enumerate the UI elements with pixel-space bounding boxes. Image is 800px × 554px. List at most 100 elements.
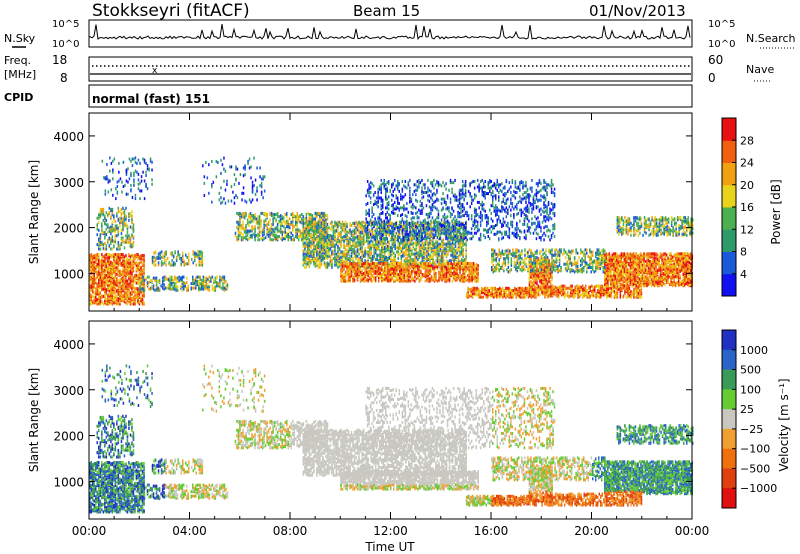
scatter-cell	[430, 239, 433, 243]
scatter-cell	[164, 275, 167, 279]
scatter-cell	[397, 262, 399, 265]
scatter-cell	[332, 252, 335, 256]
scatter-cell	[251, 227, 253, 231]
scatter-cell	[122, 267, 124, 271]
scatter-cell	[108, 253, 111, 256]
scatter-cell	[397, 273, 399, 276]
scatter-cell	[204, 279, 206, 283]
scatter-cell	[406, 253, 409, 257]
scatter-cell	[362, 271, 365, 275]
scatter-cell	[120, 207, 123, 211]
scatter-cell	[397, 276, 399, 280]
scatter-cell	[420, 243, 422, 247]
scatter-cell	[388, 246, 390, 249]
scatter-cell	[166, 277, 168, 281]
scatter-cell	[165, 259, 167, 263]
scatter-cell	[119, 278, 121, 282]
scatter-cell	[353, 244, 356, 248]
scatter-cell	[424, 257, 427, 260]
scatter-cell	[388, 251, 390, 255]
scatter-cell	[295, 217, 297, 221]
scatter-cell	[399, 269, 401, 273]
scatter-cell	[314, 225, 317, 229]
scatter-cell	[344, 278, 347, 282]
scatter-cell	[132, 295, 135, 299]
scatter-cell	[390, 253, 392, 257]
noise-line	[88, 24, 691, 40]
scatter-cell	[170, 281, 173, 285]
scatter-cell	[98, 247, 100, 251]
scatter-cell	[346, 243, 348, 247]
scatter-cell	[453, 259, 455, 263]
scatter-cell	[388, 263, 390, 267]
scatter-cell	[322, 220, 324, 224]
scatter-cell	[110, 284, 112, 288]
scatter-cell	[390, 255, 392, 259]
scatter-cell	[352, 275, 354, 279]
scatter-cell	[400, 228, 403, 232]
scatter-cell	[370, 220, 372, 224]
scatter-cell	[448, 221, 451, 225]
scatter-cell	[98, 213, 100, 217]
scatter-cell	[111, 275, 114, 278]
scatter-cell	[281, 235, 283, 238]
scatter-cell	[261, 238, 264, 242]
scatter-cell	[248, 213, 250, 216]
scatter-cell	[382, 220, 384, 224]
scatter-cell	[267, 233, 270, 237]
scatter-cell	[319, 263, 321, 267]
scatter-cell	[466, 278, 469, 282]
scatter-cell	[135, 291, 138, 295]
scatter-cell	[352, 248, 354, 252]
scatter-cell	[362, 277, 365, 281]
scatter-cell	[358, 248, 360, 252]
scatter-cell	[371, 242, 374, 246]
scatter-cell	[148, 287, 150, 291]
scatter-cell	[371, 254, 374, 258]
scatter-cell	[113, 261, 115, 265]
scatter-cell	[284, 235, 286, 238]
scatter-cell	[264, 224, 267, 227]
scatter-cell	[93, 272, 95, 276]
scatter-cell	[343, 273, 345, 276]
scatter-cell	[186, 286, 188, 290]
scatter-cell	[314, 237, 317, 241]
scatter-cell	[286, 233, 288, 237]
scatter-cell	[263, 226, 265, 230]
scatter-cell	[343, 264, 345, 268]
scatter-cell	[101, 243, 103, 247]
scatter-cell	[361, 248, 363, 252]
scatter-cell	[252, 227, 255, 231]
scatter-cell	[356, 262, 359, 265]
scatter-cell	[222, 287, 224, 291]
scatter-cell	[373, 276, 375, 280]
scatter-cell	[194, 253, 196, 257]
scatter-cell	[214, 288, 217, 292]
scatter-cell	[368, 263, 371, 267]
scatter-cell	[125, 284, 127, 288]
scatter-cell	[251, 233, 253, 237]
scatter-cell	[202, 275, 205, 279]
scatter-cell	[163, 287, 165, 291]
scatter-cell	[326, 238, 329, 242]
scatter-cell	[90, 298, 92, 302]
scatter-cell	[260, 237, 262, 241]
scatter-cell	[96, 233, 98, 237]
scatter-cell	[319, 259, 321, 263]
scatter-cell	[237, 233, 240, 237]
scatter-cell	[108, 271, 111, 275]
scatter-cell	[289, 235, 291, 238]
scatter-cell	[442, 241, 445, 245]
scatter-cell	[412, 243, 415, 247]
scatter-cell	[220, 276, 223, 280]
scatter-cell	[132, 286, 135, 289]
scatter-cell	[270, 211, 273, 215]
scatter-cell	[114, 234, 117, 238]
scatter-cell	[302, 249, 305, 253]
scatter-cell	[195, 263, 197, 267]
scatter-cell	[399, 252, 401, 256]
scatter-cell	[393, 278, 395, 282]
scatter-cell	[95, 292, 97, 296]
scatter-cell	[415, 277, 418, 281]
scatter-cell	[356, 235, 359, 238]
